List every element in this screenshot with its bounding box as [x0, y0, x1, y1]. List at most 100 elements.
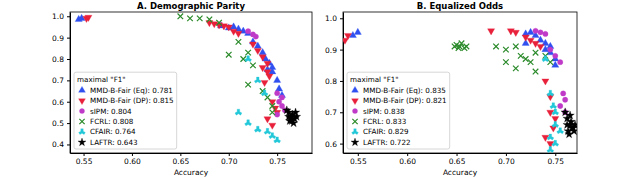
legend-title: maximal "F1": [77, 75, 126, 84]
y-tick-label: 0.6: [52, 98, 64, 107]
x-tick-label: 0.55: [350, 157, 367, 166]
y-tick-mark: [340, 81, 343, 82]
x-tick: 0.60: [399, 153, 416, 166]
legend-marker: [352, 99, 359, 105]
y-tick-label: 1.0: [325, 14, 337, 23]
point: [493, 44, 499, 50]
x-tick-label: 0.60: [399, 157, 416, 166]
point: [235, 31, 242, 37]
x-tick-mark: [277, 153, 278, 156]
legend-entry: MMD-B-Fair (DP): 0.821: [363, 96, 447, 105]
legend-marker: [79, 99, 86, 105]
point: [254, 48, 261, 54]
point: [266, 74, 273, 80]
y-tick-label: 0.7: [52, 76, 64, 85]
x-tick-label: 0.55: [76, 157, 93, 166]
x-tick: 0.65: [173, 153, 190, 166]
x-tick: 0.55: [350, 153, 367, 166]
legend: maximal "F1"MMD-B-Fair (Eq): 0.835MMD-B-…: [347, 72, 450, 149]
point: [269, 123, 276, 129]
point: [503, 47, 509, 53]
x-axis-line: [71, 153, 313, 154]
point: [245, 56, 252, 62]
point: [287, 117, 295, 125]
point: [563, 120, 571, 128]
legend-entry: sIPM: 0.838: [363, 107, 405, 116]
point: [512, 30, 519, 36]
point: [523, 56, 529, 62]
y-tick: 0.8: [325, 77, 343, 86]
legend-marker: [351, 138, 359, 146]
y-tick-mark: [67, 102, 70, 103]
legend-marker: [79, 86, 86, 92]
point: [354, 28, 361, 34]
plot-frame: [70, 12, 312, 153]
x-tick-mark: [229, 153, 230, 156]
point: [274, 76, 281, 82]
y-tick: 1.0: [325, 14, 343, 23]
y-tick-mark: [67, 144, 70, 145]
x-tick-label: 0.75: [547, 157, 564, 166]
chart-title: B. Equalized Odds: [417, 1, 503, 11]
x-tick: 0.75: [547, 153, 564, 166]
point: [265, 95, 271, 101]
y-tick-label: 0.9: [52, 34, 64, 43]
point: [518, 53, 524, 59]
y-tick: 1.0: [52, 12, 70, 21]
x-tick: 0.75: [269, 153, 286, 166]
panel: 0.550.600.650.700.750.40.50.60.70.80.91.…: [52, 1, 312, 177]
y-tick: 0.6: [52, 98, 70, 107]
y-tick-label: 0.7: [325, 108, 337, 117]
point: [291, 108, 299, 116]
legend-entry: CFAIR: 0.829: [363, 127, 409, 136]
legend-entry: MMD-B-Fair (Eq): 0.781: [90, 86, 173, 95]
x-tick-label: 0.70: [498, 157, 515, 166]
y-axis: 0.60.70.80.91.0: [325, 13, 343, 154]
y-tick: 0.9: [52, 34, 70, 43]
point: [547, 134, 554, 140]
x-tick-mark: [407, 153, 408, 156]
point: [513, 44, 519, 50]
point: [279, 95, 284, 100]
point: [253, 34, 258, 39]
point: [563, 97, 568, 102]
x-tick: 0.70: [498, 153, 515, 166]
point: [283, 106, 291, 114]
point: [533, 50, 539, 56]
x-tick: 0.65: [449, 153, 466, 166]
point: [254, 126, 261, 132]
x-tick: 0.60: [124, 153, 141, 166]
y-tick-mark: [67, 80, 70, 81]
point: [548, 47, 553, 52]
point: [456, 45, 462, 51]
point: [566, 111, 574, 119]
legend-marker: [352, 129, 359, 135]
point: [547, 147, 554, 153]
y-tick-label: 1.0: [52, 12, 64, 21]
point: [235, 109, 242, 115]
point: [245, 120, 252, 126]
y-tick: 0.7: [325, 108, 343, 117]
point: [226, 52, 232, 58]
y-tick-label: 0.8: [52, 55, 64, 64]
point: [197, 16, 203, 22]
point: [464, 44, 470, 50]
point: [552, 109, 559, 115]
point: [245, 50, 251, 56]
point: [249, 42, 256, 48]
point: [264, 117, 271, 123]
point: [254, 77, 261, 83]
y-tick-mark: [67, 123, 70, 124]
point: [553, 53, 558, 58]
point: [533, 69, 539, 75]
x-tick-label: 0.60: [124, 157, 141, 166]
y-tick-mark: [67, 16, 70, 17]
y-tick: 0.9: [325, 46, 343, 55]
point: [533, 28, 538, 33]
y-tick-label: 0.5: [52, 119, 64, 128]
x-tick-label: 0.75: [269, 157, 286, 166]
legend: maximal "F1"MMD-B-Fair (Eq): 0.781MMD-B-…: [74, 72, 177, 149]
x-tick: 0.70: [221, 153, 238, 166]
point: [538, 30, 543, 35]
point: [85, 15, 92, 21]
